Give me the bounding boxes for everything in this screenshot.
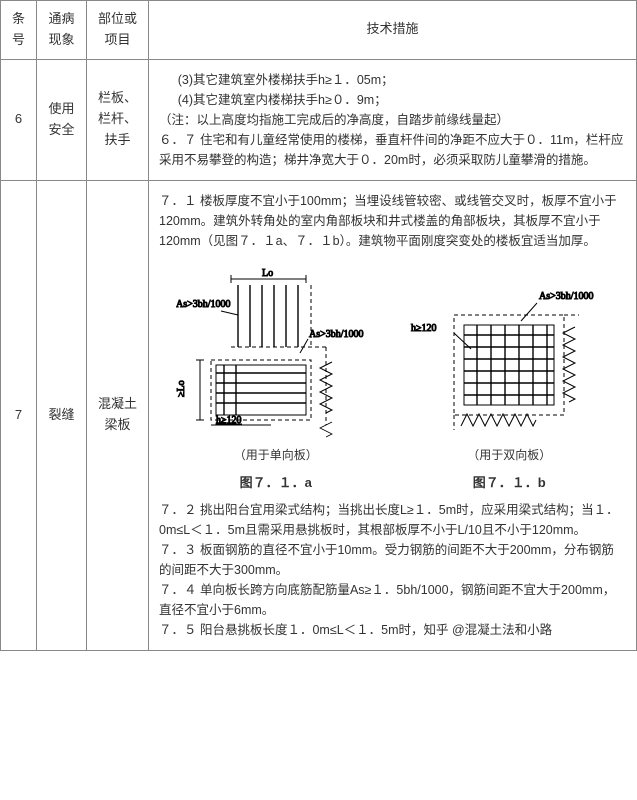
diagram-row: Lo As>3bh/1000 bbox=[159, 265, 626, 494]
cell-phenom: 使用安全 bbox=[37, 59, 87, 180]
header-phenom: 通病现象 bbox=[37, 1, 87, 60]
cell-num: 6 bbox=[1, 59, 37, 180]
diag-b-as: As>3bh/1000 bbox=[539, 291, 594, 302]
diag-b-h: h≥120 bbox=[411, 323, 437, 334]
cell-measure: (3)其它建筑室外楼梯扶手h≥１．05m； (4)其它建筑室内楼梯扶手h≥０．9… bbox=[149, 59, 637, 180]
measure-line: ７．５ 阳台悬挑板长度１．0m≤L＜１．5m时，知乎 @混凝土法和小路 bbox=[159, 620, 626, 640]
table-header-row: 条号 通病现象 部位或项目 技术措施 bbox=[1, 1, 637, 60]
diag-b-caption: （用于双向板） bbox=[467, 446, 551, 465]
table-row: 7 裂缝 混凝土梁板 ７．１ 楼板厚度不宜小于100mm；当埋设线管较密、或线管… bbox=[1, 180, 637, 650]
header-part: 部位或项目 bbox=[87, 1, 149, 60]
diag-a-fig: 图７．１．a bbox=[240, 473, 312, 494]
cell-part: 栏板、栏杆、 扶手 bbox=[87, 59, 149, 180]
diagram-unit-b: As>3bh/1000 h≥120 bbox=[409, 285, 609, 494]
measure-line: ６．７ 住宅和有儿童经常使用的楼梯，垂直杆件间的净距不应大于０．11m，栏杆应采… bbox=[159, 130, 626, 170]
spec-table: 条号 通病现象 部位或项目 技术措施 6 使用安全 栏板、栏杆、 扶手 (3)其… bbox=[0, 0, 637, 651]
measure-line: ７．２ 挑出阳台宜用梁式结构；当挑出长度L≥１．5m时，应采用梁式结构；当１．0… bbox=[159, 500, 626, 540]
diag-a-lo: Lo bbox=[262, 268, 273, 279]
measure-line: (3)其它建筑室外楼梯扶手h≥１．05m； bbox=[159, 70, 626, 90]
measure-line: ７．３ 板面钢筋的直径不宜小于10mm。受力钢筋的间距不大于200mm，分布钢筋… bbox=[159, 540, 626, 580]
diagram-unit-a: Lo As>3bh/1000 bbox=[176, 265, 376, 494]
diag-a-h: h≥120 bbox=[216, 415, 242, 426]
cell-phenom: 裂缝 bbox=[37, 180, 87, 650]
diag-b-fig: 图７．１．b bbox=[473, 473, 546, 494]
diagram-a-svg: Lo As>3bh/1000 bbox=[176, 265, 376, 440]
diag-a-gelo: ≥Lo bbox=[176, 380, 187, 397]
diag-a-as2: As>3bh/1000 bbox=[309, 329, 364, 340]
measure-note: （注：以上高度均指施工完成后的净高度，自踏步前缘线量起） bbox=[159, 110, 626, 130]
cell-num: 7 bbox=[1, 180, 37, 650]
cell-measure: ７．１ 楼板厚度不宜小于100mm；当埋设线管较密、或线管交叉时，板厚不宜小于1… bbox=[149, 180, 637, 650]
header-num: 条号 bbox=[1, 1, 37, 60]
cell-part: 混凝土梁板 bbox=[87, 180, 149, 650]
measure-line: ７．１ 楼板厚度不宜小于100mm；当埋设线管较密、或线管交叉时，板厚不宜小于1… bbox=[159, 191, 626, 251]
table-row: 6 使用安全 栏板、栏杆、 扶手 (3)其它建筑室外楼梯扶手h≥１．05m； (… bbox=[1, 59, 637, 180]
diag-a-caption: （用于单向板） bbox=[234, 446, 318, 465]
diag-a-as1: As>3bh/1000 bbox=[176, 299, 231, 310]
header-measure: 技术措施 bbox=[149, 1, 637, 60]
measure-line: ７．４ 单向板长跨方向底筋配筋量As≥１．5bh/1000，钢筋间距不宜大于20… bbox=[159, 580, 626, 620]
diagram-b-svg: As>3bh/1000 h≥120 bbox=[409, 285, 609, 440]
measure-line: (4)其它建筑室内楼梯扶手h≥０．9m； bbox=[159, 90, 626, 110]
